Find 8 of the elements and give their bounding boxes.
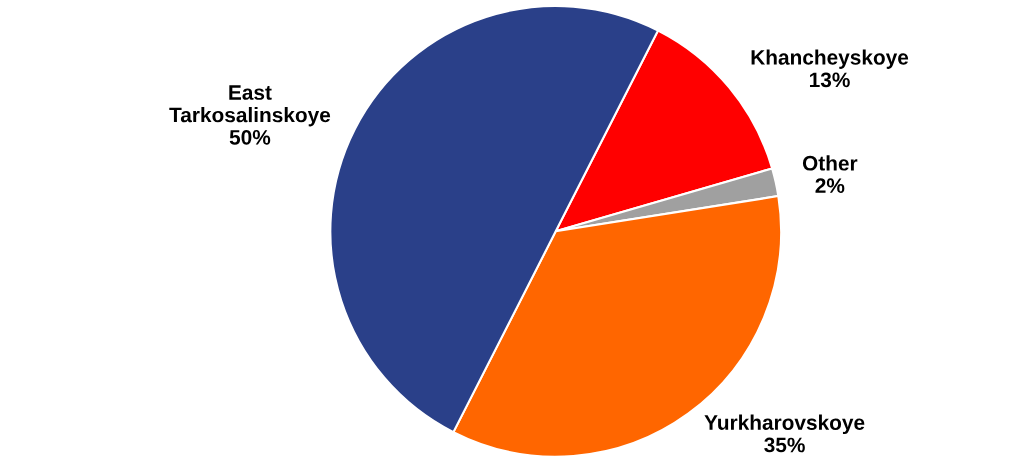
data-label: 50% [229,129,271,145]
data-label: 13% [809,72,850,88]
slice-label: Other [802,155,858,171]
slice-label: Yurkharovskoye [704,414,865,435]
slice-label: Khancheyskoye [751,49,909,69]
data-label: 2% [815,178,845,194]
data-label: 35% [764,437,805,453]
slice-label: East Tarkosalinskoye [169,85,331,127]
